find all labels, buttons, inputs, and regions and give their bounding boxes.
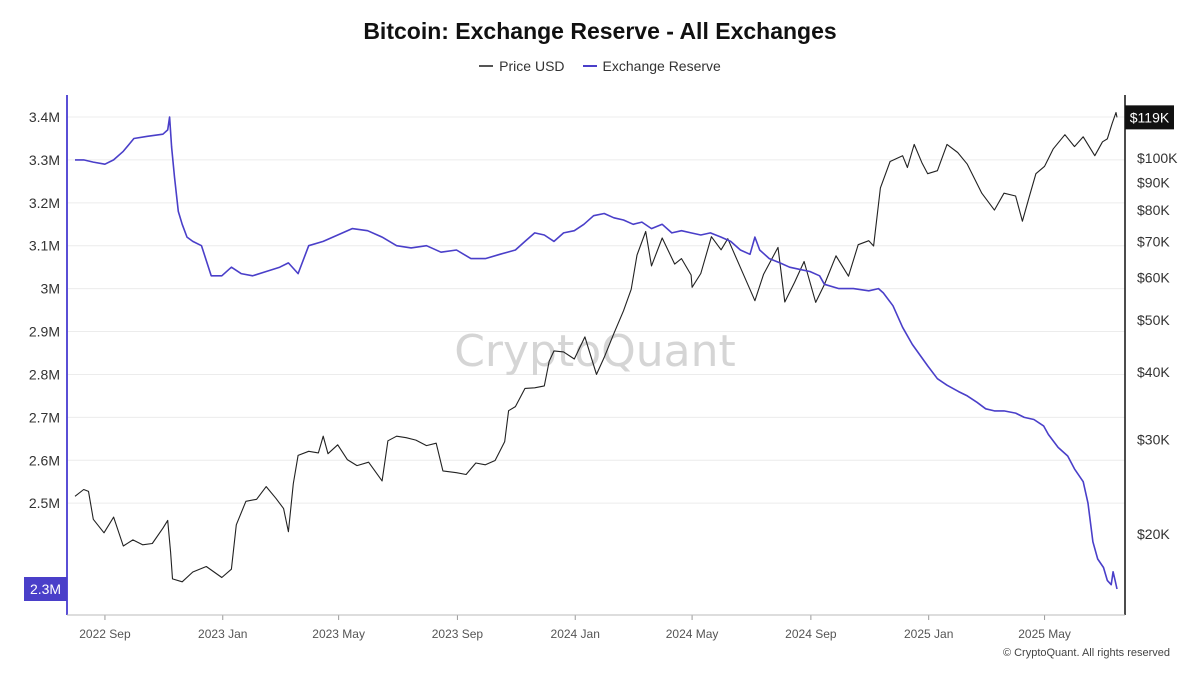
left-tick-label: 2.5M: [29, 495, 60, 511]
legend-label-price: Price USD: [499, 58, 565, 74]
x-tick-label: 2024 May: [666, 627, 719, 641]
x-tick-label: 2023 May: [312, 627, 365, 641]
x-tick-label: 2025 Jan: [904, 627, 953, 641]
price-value-label: $119K: [1130, 109, 1170, 125]
grid-lines: [67, 116, 1125, 504]
axes: 2.5M 2.6M 2.7M 2.8M 2.9M 3M 3.1M 3.2M 3.3M 3.4M $2…: [29, 95, 1178, 641]
left-tick-label: 3.1M: [29, 238, 60, 254]
legend-swatch-price: [479, 65, 494, 67]
right-tick-label: $40K: [1137, 364, 1170, 380]
series-lines: [74, 111, 1118, 590]
right-tick-label: $60K: [1137, 269, 1170, 285]
reserve-series-line: [75, 116, 1118, 590]
x-tick-label: 2023 Jan: [198, 627, 247, 641]
chart-title: Bitcoin: Exchange Reserve - All Exchange…: [363, 18, 837, 44]
legend-item-reserve[interactable]: Exchange Reserve: [582, 58, 721, 74]
right-tick-label: $20K: [1137, 526, 1170, 542]
price-series-line: [74, 111, 1118, 583]
x-tick-label: 2024 Jan: [551, 627, 600, 641]
left-tick-label: 3.2M: [29, 195, 60, 211]
copyright-notice: © CryptoQuant. All rights reserved: [1002, 647, 1170, 659]
right-tick-label: $30K: [1137, 431, 1170, 447]
left-tick-label: 2.8M: [29, 366, 60, 382]
value-markers: 2.3M $119K: [24, 105, 1174, 601]
reserve-value-marker: [24, 577, 67, 601]
legend-swatch-reserve: [582, 65, 597, 67]
left-tick-label: 3.4M: [29, 109, 60, 125]
right-tick-label: $70K: [1137, 233, 1170, 249]
right-tick-label: $50K: [1137, 312, 1170, 328]
legend-label-reserve: Exchange Reserve: [602, 58, 721, 74]
x-tick-label: 2025 May: [1018, 627, 1071, 641]
left-tick-label: 3.3M: [29, 152, 60, 168]
left-tick-label: 2.7M: [29, 409, 60, 425]
left-tick-label: 2.6M: [29, 452, 60, 468]
right-tick-label: $90K: [1137, 175, 1170, 191]
chart-legend: Price USD Exchange Reserve: [0, 58, 1200, 74]
left-tick-label: 2.9M: [29, 324, 60, 340]
legend-item-price[interactable]: Price USD: [479, 58, 565, 74]
right-tick-label: $80K: [1137, 202, 1170, 218]
price-value-marker: [1125, 105, 1174, 130]
x-tick-label: 2024 Sep: [785, 627, 837, 641]
reserve-value-label: 2.3M: [30, 581, 61, 597]
x-tick-label: 2023 Sep: [432, 627, 484, 641]
x-tick-label: 2022 Sep: [79, 627, 131, 641]
right-tick-label: $100K: [1137, 150, 1178, 166]
left-tick-label: 3M: [41, 281, 60, 297]
